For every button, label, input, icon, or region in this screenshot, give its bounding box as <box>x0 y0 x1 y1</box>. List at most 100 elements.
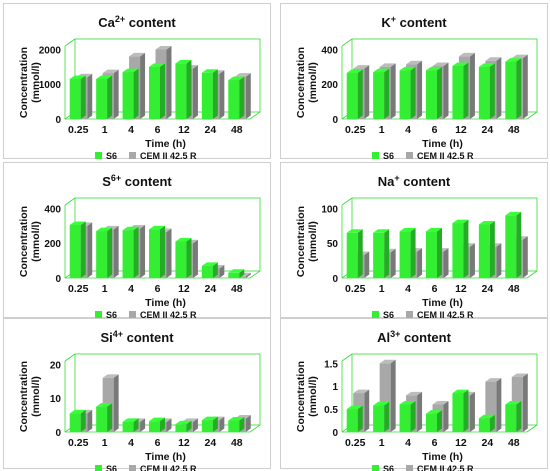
legend-swatch-s6 <box>95 465 102 471</box>
bar-s6-front <box>373 72 385 119</box>
chart-title-suffix: content <box>396 15 447 30</box>
bar-cem-side <box>192 239 198 278</box>
bar-s6-front <box>175 63 187 119</box>
bar-s6-top <box>96 75 113 80</box>
bar-s6-front <box>505 61 517 119</box>
bar-s6-side <box>160 225 165 278</box>
y-tick-label: 400 <box>44 204 61 215</box>
y-axis-label-line: (mmol/l) <box>307 376 319 417</box>
bar-s6-front <box>69 224 81 278</box>
bar-s6-front <box>452 65 464 119</box>
bar-s6 <box>478 414 495 432</box>
bar-s6-front <box>346 409 358 432</box>
chart-panel: S6+ content Concentration(mmol/l) 0 200 400 0… <box>3 162 271 320</box>
bar-s6-front <box>69 413 81 432</box>
bar-s6-front <box>373 405 385 432</box>
bar-cem <box>379 359 396 432</box>
bar-cem-top <box>511 373 528 378</box>
bar-s6-side <box>463 62 469 119</box>
bar-s6-front <box>399 70 411 119</box>
y-tick-label: 100 <box>321 204 338 215</box>
bar-s6-side <box>410 401 416 432</box>
chart-title-ion: S <box>102 174 111 189</box>
x-tick-label: 1 <box>379 124 385 136</box>
bar-cem-top <box>511 54 528 59</box>
x-tick-label: 48 <box>231 437 243 449</box>
chart-title-charge: 6+ <box>111 173 121 183</box>
bar-s6-side <box>489 414 495 432</box>
bar-s6 <box>452 219 469 278</box>
bar-s6 <box>478 63 495 119</box>
bar-cem-top <box>485 378 502 382</box>
bar-cem-top <box>406 391 423 396</box>
bar-s6-side <box>133 226 139 278</box>
chart-title-suffix: content <box>125 15 176 30</box>
bar-cem-top <box>432 62 449 66</box>
bar-s6 <box>175 238 192 278</box>
legend-label-cem: CEM II 42.5 R <box>417 310 474 320</box>
legend-swatch-cem <box>129 311 136 318</box>
chart-title-charge: 4+ <box>113 329 123 339</box>
bar-cem-top <box>379 63 396 67</box>
bar-s6 <box>478 220 495 278</box>
bar-s6-side <box>212 69 218 119</box>
bar-s6-side <box>80 409 86 432</box>
bar-s6-front <box>478 418 490 432</box>
y-tick-label: 200 <box>321 80 338 91</box>
bar-s6 <box>505 58 522 119</box>
chart-title-suffix: content <box>400 174 451 189</box>
bar-s6-top <box>373 229 390 233</box>
bar-s6-top <box>399 227 416 232</box>
chart-title: Si4+ content <box>100 329 174 345</box>
bar-s6-top <box>201 69 218 73</box>
bar-s6 <box>399 227 416 278</box>
bar-s6-front <box>228 420 240 432</box>
chart-title: Al3+ content <box>377 329 451 345</box>
bar-cem-side <box>192 418 198 432</box>
legend-swatch-cem <box>129 152 136 159</box>
bar-cem-side <box>496 57 502 119</box>
wall-edge <box>341 38 353 47</box>
bar-cem-side <box>140 224 146 278</box>
bar-cem-side <box>113 374 119 432</box>
bar-s6 <box>373 401 390 432</box>
bar-s6-side <box>212 262 218 278</box>
chart-title: K+ content <box>381 14 447 30</box>
bar-cem-side <box>390 248 396 278</box>
bar-s6 <box>96 403 113 432</box>
bar-s6 <box>346 405 363 432</box>
y-axis-label-line: Concentration <box>295 361 307 432</box>
y-tick-label: 0 <box>332 115 338 126</box>
bar-cem-side <box>140 52 146 119</box>
bar-s6-side <box>186 238 192 278</box>
chart-title-charge: 2+ <box>115 14 125 24</box>
y-axis-label: Concentration(mmol/l) <box>18 361 42 432</box>
bar-cem-side <box>469 391 475 432</box>
bar-s6-top <box>346 405 363 410</box>
bar-s6-top <box>478 63 495 67</box>
bar-s6-side <box>410 66 416 119</box>
y-axis-label-line: Concentration <box>18 47 30 118</box>
y-tick-label: 200 <box>44 239 61 250</box>
bar-s6-top <box>201 416 218 421</box>
bar-s6-front <box>373 232 385 278</box>
y-tick-label: 1 <box>332 382 338 393</box>
bar-s6-front <box>122 230 134 278</box>
bar-s6-top <box>399 401 416 405</box>
bar-s6-top <box>149 225 165 230</box>
bar-s6-top <box>149 63 165 67</box>
bar-s6-top <box>96 403 113 407</box>
bar-s6-top <box>122 226 139 231</box>
bar-s6-top <box>228 76 245 81</box>
bar-s6-side <box>133 68 139 119</box>
x-axis-label: Time (h) <box>145 451 186 463</box>
bar-s6-front <box>228 80 240 119</box>
bar-s6 <box>346 229 363 278</box>
floor-edge <box>249 424 261 433</box>
legend-swatch-s6 <box>95 311 102 318</box>
x-axis-label: Time (h) <box>422 451 463 463</box>
bar-s6-top <box>346 69 363 73</box>
bar-cem-side <box>469 243 475 278</box>
x-tick-label: 6 <box>155 124 161 136</box>
y-axis-label-line: Concentration <box>295 206 307 277</box>
